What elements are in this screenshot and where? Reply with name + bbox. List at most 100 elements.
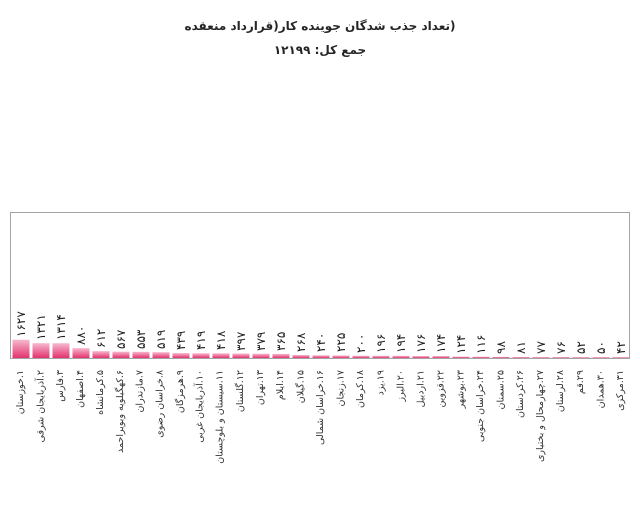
bar-4: [72, 348, 90, 358]
bar-1: [12, 339, 30, 358]
category-label-15: ۱۵.گیلان: [295, 370, 306, 404]
value-label-23: ۱۲۴: [454, 334, 468, 354]
bar-23: [452, 356, 470, 358]
category-label-26: ۲۶.کردستان: [515, 370, 526, 418]
value-label-27: ۷۷: [534, 341, 548, 355]
category-label-11: ۱۱.سیستان و بلوچستان: [215, 370, 226, 464]
chart-total-label: جمع کل: ۱۲۱۹۹: [273, 43, 367, 57]
bar-6: [112, 351, 130, 358]
category-label-5: ۵.کرمانشاه: [95, 370, 106, 415]
category-label-22: ۲۲.قزوین: [435, 370, 446, 408]
category-label-4: ۴.اصفهان: [75, 370, 86, 408]
value-label-9: ۴۳۹: [174, 330, 188, 351]
bar-28: [552, 357, 570, 358]
category-label-9: ۹.هرمزگان: [175, 370, 186, 414]
bar-10: [192, 353, 210, 358]
category-label-29: ۲۹.قم: [575, 370, 586, 395]
value-label-3: ۱۳۱۴: [54, 314, 68, 341]
bar-27: [532, 357, 550, 358]
category-label-12: ۱۲.گلستان: [235, 370, 246, 413]
bar-8: [152, 352, 170, 358]
value-label-7: ۵۵۳: [134, 329, 148, 349]
plot-frame: [10, 212, 630, 359]
value-label-18: ۲۰۰: [354, 333, 368, 353]
category-label-20: ۲۰.البرز: [395, 370, 406, 402]
bar-13: [252, 353, 270, 358]
category-label-21: ۲۱.اردبیل: [415, 370, 426, 408]
value-label-17: ۲۲۵: [334, 333, 348, 353]
value-label-24: ۱۱۶: [474, 334, 488, 354]
value-label-5: ۶۱۲: [94, 328, 108, 349]
category-label-27: ۲۷.چهارمحال و بختیاری: [535, 370, 546, 463]
category-label-3: ۳.فارس: [55, 370, 66, 402]
category-label-24: ۲۴.خراسان جنوبی: [475, 370, 486, 443]
category-label-8: ۸.خراسان رضوی: [155, 370, 166, 438]
value-label-4: ۸۸۰: [74, 325, 88, 346]
category-label-7: ۷.مازندران: [135, 370, 146, 413]
value-label-20: ۱۹۴: [394, 333, 408, 353]
category-label-14: ۱۴.ایلام: [275, 370, 286, 401]
bar-series: [12, 339, 630, 358]
bar-31: [612, 357, 630, 358]
value-label-8: ۵۱۹: [154, 329, 168, 350]
bar-17: [332, 355, 350, 358]
value-label-26: ۸۱: [514, 341, 528, 355]
category-label-31: ۳۱.مرکزی: [615, 370, 626, 411]
value-label-25: ۹۸: [494, 341, 508, 354]
category-label-25: ۲۵.سمنان: [495, 370, 506, 410]
category-label-23: ۲۳.بوشهر: [455, 370, 466, 409]
value-label-29: ۵۲: [574, 341, 588, 355]
category-label-28: ۲۸.لرستان: [555, 370, 566, 413]
value-label-14: ۳۶۵: [274, 331, 288, 351]
bar-5: [92, 351, 110, 358]
bar-12: [232, 353, 250, 358]
bar-20: [392, 355, 410, 358]
bar-18: [352, 355, 370, 358]
bar-19: [372, 355, 390, 358]
bar-24: [472, 356, 490, 358]
category-label-19: ۱۹.یزد: [375, 370, 386, 396]
bar-7: [132, 351, 150, 358]
value-label-11: ۴۱۸: [214, 330, 228, 351]
category-label-1: ۱.خوزستان: [15, 370, 26, 415]
category-label-2: ۲.آذربایجان شرقی: [35, 370, 46, 443]
bar-9: [172, 353, 190, 358]
category-label-13: ۱۳.تهران: [255, 370, 266, 406]
value-label-22: ۱۷۴: [434, 333, 448, 354]
bar-21: [412, 356, 430, 358]
bar-14: [272, 353, 290, 358]
value-label-12: ۳۹۷: [234, 331, 248, 351]
value-label-2: ۱۳۲۱: [34, 314, 48, 341]
bar-29: [572, 357, 590, 358]
bar-25: [492, 356, 510, 358]
bar-15: [292, 354, 310, 358]
bar-26: [512, 357, 530, 358]
value-label-31: ۴۲: [614, 341, 628, 355]
value-label-15: ۲۶۸: [294, 332, 308, 352]
bar-30: [592, 357, 610, 358]
bar-11: [212, 353, 230, 358]
bar-22: [432, 356, 450, 358]
value-label-21: ۱۷۶: [414, 333, 428, 354]
category-label-6: ۶.کهگیلویه وبویراحمد: [115, 370, 126, 453]
bar-2: [32, 343, 50, 358]
category-label-17: ۱۷.زنجان: [335, 370, 346, 407]
bar-3: [52, 343, 70, 358]
value-label-30: ۵۰: [594, 341, 608, 355]
value-label-19: ۱۹۶: [374, 333, 388, 353]
category-label-10: ۱۰.آذربایجان غربی: [195, 370, 206, 443]
value-label-6: ۵۶۷: [114, 329, 128, 349]
value-label-10: ۴۱۹: [194, 330, 208, 351]
value-label-13: ۳۷۹: [254, 331, 268, 351]
value-label-16: ۲۴۰: [314, 332, 328, 353]
value-label-1: ۱۶۲۷: [14, 310, 28, 337]
category-label-18: ۱۸.کرمان: [355, 370, 366, 408]
value-label-28: ۷۶: [554, 341, 568, 355]
bar-16: [312, 355, 330, 358]
category-label-16: ۱۶.خراسان شمالی: [315, 370, 326, 446]
category-label-30: ۳۰.همدان: [595, 370, 606, 409]
chart-title: (تعداد جذب شدگان جوینده کار(قرارداد منعق…: [184, 19, 456, 33]
